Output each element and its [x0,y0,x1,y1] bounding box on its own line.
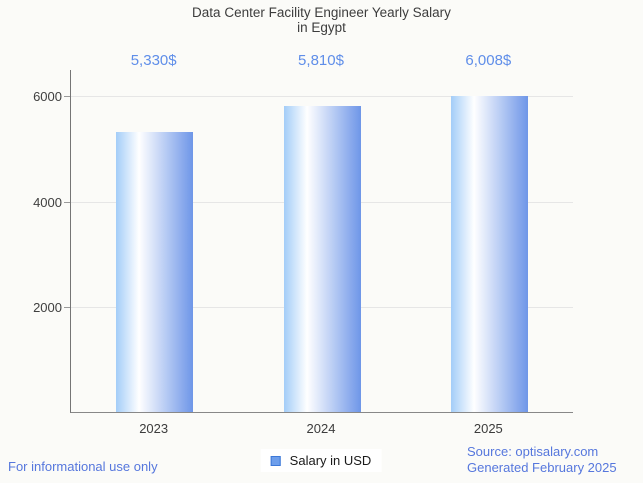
y-axis-tick [64,306,70,308]
plot-area [70,70,573,413]
y-axis-tick [64,96,70,98]
bar-2025 [450,95,528,412]
value-label: 5,330$ [130,52,177,69]
legend: Salary in USD [260,449,382,472]
value-label: 5,810$ [298,52,344,69]
y-axis-tick [64,201,70,203]
chart-title: Data Center Facility Engineer Yearly Sal… [0,5,643,35]
y-axis-label: 4000 [33,194,62,210]
bar-2024 [283,106,361,412]
disclaimer-text: For informational use only [8,459,158,474]
y-axis-label: 6000 [33,89,62,105]
generated-text: Generated February 2025 [467,459,617,475]
x-axis-label: 2024 [306,421,336,436]
source-block: Source: optisalary.com Generated Februar… [467,444,617,475]
x-axis-label: 2023 [139,421,169,436]
bar-2023 [116,131,194,412]
chart-title-line2: in Egypt [297,19,346,35]
source-text: Source: optisalary.com [467,444,599,459]
value-label: 6,008$ [465,52,512,69]
x-axis-label: 2025 [473,421,503,436]
gridline [71,96,573,98]
y-axis-label: 2000 [33,299,62,315]
chart-title-line1: Data Center Facility Engineer Yearly Sal… [192,5,451,20]
legend-marker-icon [270,455,281,466]
legend-label: Salary in USD [289,453,372,468]
